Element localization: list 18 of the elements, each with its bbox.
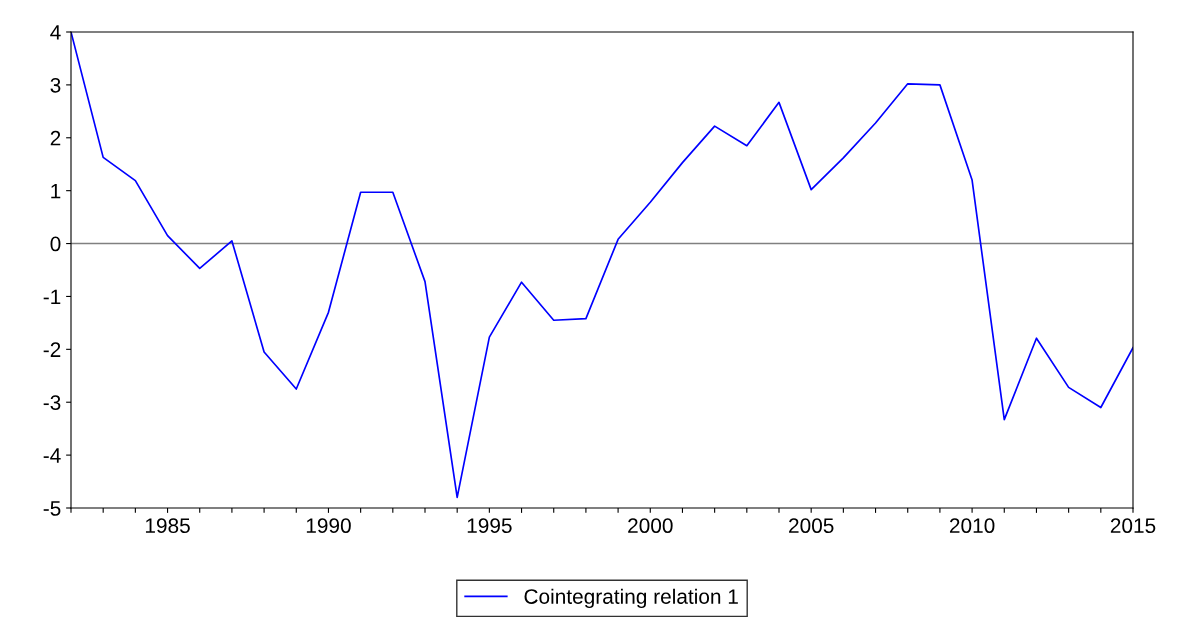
x-tick-label: 1985 bbox=[145, 518, 190, 534]
x-tick-label: 2015 bbox=[1110, 518, 1156, 534]
y-tick-label: -5 bbox=[43, 501, 61, 516]
y-tick-label: -2 bbox=[43, 342, 61, 357]
legend-label: Cointegrating relation 1 bbox=[524, 588, 738, 609]
y-tick-label: -1 bbox=[43, 289, 61, 304]
x-tick-label: 2000 bbox=[628, 518, 673, 534]
x-tick-label: 2010 bbox=[949, 518, 995, 534]
y-tick-label: 4 bbox=[50, 25, 61, 40]
y-tick-label: -3 bbox=[43, 395, 61, 410]
y-tick-label: 0 bbox=[50, 236, 61, 252]
x-tick-label: 1990 bbox=[306, 518, 351, 534]
x-tick-label: 1995 bbox=[467, 518, 512, 534]
x-tick-label: 2005 bbox=[789, 518, 834, 534]
y-tick-label: 1 bbox=[51, 183, 61, 199]
y-tick-label: -4 bbox=[43, 448, 61, 463]
y-tick-label: 3 bbox=[50, 77, 61, 93]
y-tick-label: 2 bbox=[50, 130, 61, 146]
